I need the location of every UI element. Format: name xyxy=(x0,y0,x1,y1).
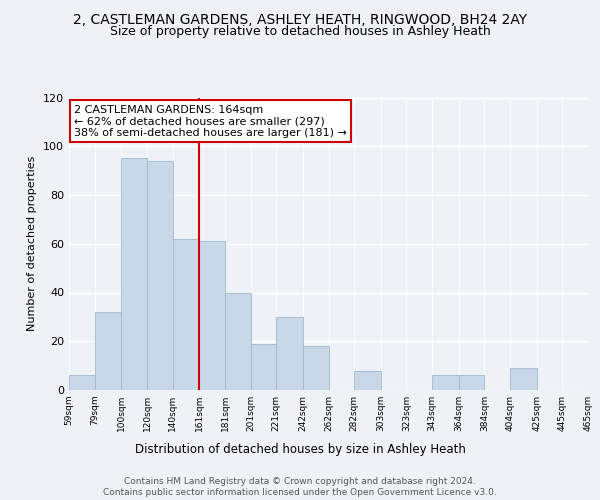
Bar xyxy=(225,292,251,390)
Bar xyxy=(199,242,225,390)
Bar xyxy=(276,317,303,390)
Bar xyxy=(173,239,199,390)
Text: 2, CASTLEMAN GARDENS, ASHLEY HEATH, RINGWOOD, BH24 2AY: 2, CASTLEMAN GARDENS, ASHLEY HEATH, RING… xyxy=(73,12,527,26)
Bar xyxy=(147,161,173,390)
Text: Contains HM Land Registry data © Crown copyright and database right 2024.
Contai: Contains HM Land Registry data © Crown c… xyxy=(103,478,497,497)
Text: 2 CASTLEMAN GARDENS: 164sqm
← 62% of detached houses are smaller (297)
38% of se: 2 CASTLEMAN GARDENS: 164sqm ← 62% of det… xyxy=(74,105,347,138)
Bar xyxy=(121,158,147,390)
Bar xyxy=(95,312,121,390)
Text: Distribution of detached houses by size in Ashley Heath: Distribution of detached houses by size … xyxy=(134,442,466,456)
Text: Size of property relative to detached houses in Ashley Heath: Size of property relative to detached ho… xyxy=(110,25,490,38)
Bar xyxy=(510,368,537,390)
Bar xyxy=(432,376,459,390)
Bar xyxy=(354,370,381,390)
Y-axis label: Number of detached properties: Number of detached properties xyxy=(28,156,37,332)
Bar xyxy=(303,346,329,390)
Bar xyxy=(69,376,95,390)
Bar xyxy=(459,376,484,390)
Bar xyxy=(251,344,276,390)
